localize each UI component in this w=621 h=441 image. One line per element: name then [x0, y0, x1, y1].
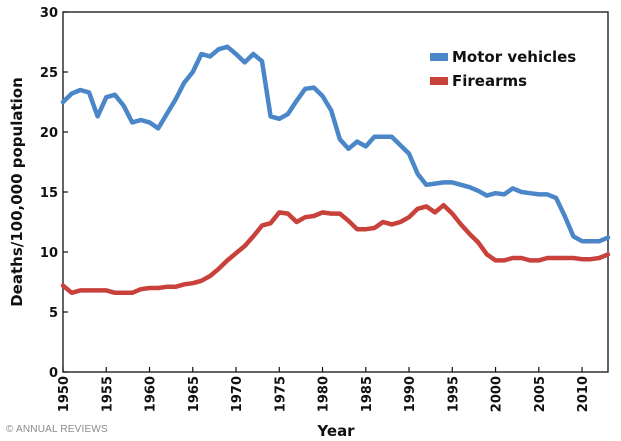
watermark: © ANNUAL REVIEWS [6, 424, 108, 435]
x-tick-label: 1980 [317, 376, 332, 412]
y-tick-label: 25 [40, 66, 58, 81]
series-layer [60, 44, 611, 296]
x-axis-title: Year [316, 422, 355, 440]
x-tick-label: 1965 [187, 376, 202, 412]
legend-label-motor-vehicles: Motor vehicles [452, 48, 576, 66]
y-tick-label: 15 [40, 186, 58, 201]
x-tick-label: 1955 [100, 376, 115, 412]
x-tick-label: 2005 [533, 376, 548, 412]
y-tick-label: 20 [40, 126, 58, 141]
x-tick-label: 1950 [57, 376, 72, 412]
y-axis-title: Deaths/100,000 population [8, 77, 26, 307]
y-axis-ticks: 0 5 10 15 20 25 30 [40, 6, 68, 381]
series-line-motor-vehicles [60, 44, 611, 244]
legend-swatch-motor-vehicles [430, 53, 448, 61]
y-tick-label: 0 [49, 366, 58, 381]
x-tick-label: 1985 [360, 376, 375, 412]
x-tick-label: 1990 [403, 376, 418, 412]
y-tick-label: 10 [40, 246, 58, 261]
x-tick-label: 1970 [230, 376, 245, 412]
legend-label-firearms: Firearms [452, 72, 527, 90]
legend: Motor vehicles Firearms [430, 48, 576, 90]
x-tick-label: 1995 [446, 376, 461, 412]
series-line-firearms [60, 202, 611, 296]
x-axis-ticks: 1950 1955 1960 1965 1970 1975 1980 1985 1990 1995… [57, 367, 591, 412]
x-tick-label: 2010 [576, 376, 591, 412]
x-tick-label: 1960 [144, 376, 159, 412]
legend-swatch-firearms [430, 77, 448, 85]
y-tick-label: 5 [49, 306, 58, 321]
y-tick-label: 30 [40, 6, 58, 21]
x-tick-label: 1975 [273, 376, 288, 412]
x-tick-label: 2000 [490, 376, 505, 412]
